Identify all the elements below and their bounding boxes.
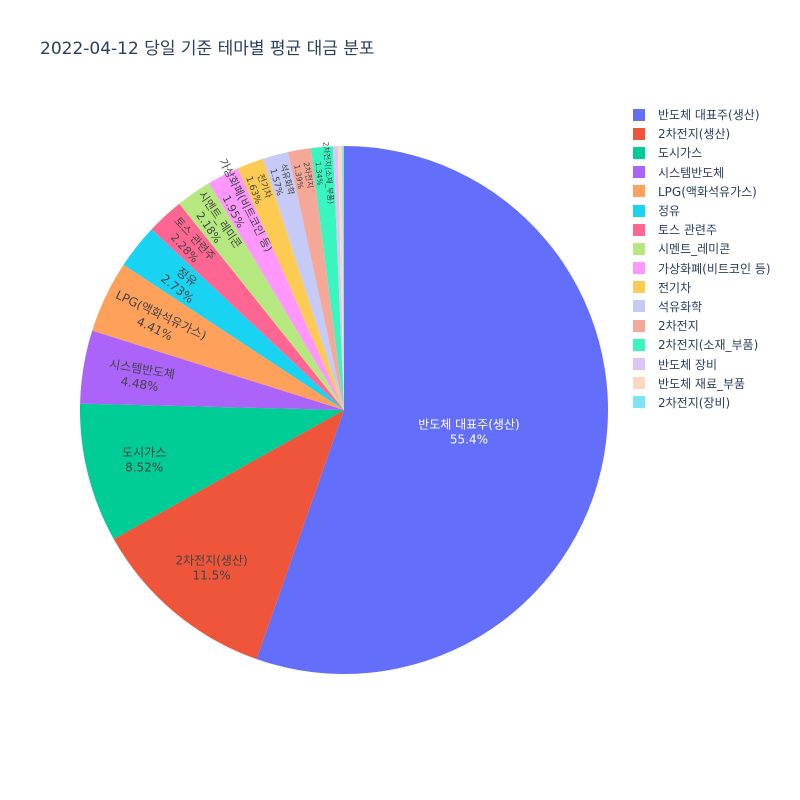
- legend-swatch-15: [633, 396, 645, 409]
- legend-label-9: 전기차: [658, 280, 692, 295]
- legend-item-3[interactable]: 시스템반도체: [630, 163, 771, 182]
- slice-label-0: 반도체 대표주(생산)55.4%: [418, 417, 520, 446]
- legend-item-10[interactable]: 석유화학: [630, 297, 771, 316]
- legend-label-7: 시멘트_레미콘: [658, 242, 731, 257]
- slice-label-value-2: 8.52%: [125, 461, 163, 475]
- legend-item-13[interactable]: 반도체 장비: [630, 354, 771, 373]
- legend-swatch-5: [633, 204, 645, 217]
- legend-label-2: 도시가스: [658, 146, 703, 161]
- legend-swatch-2: [633, 146, 645, 159]
- pie-slice-1[interactable]: [113, 410, 345, 660]
- legend-label-5: 정유: [658, 204, 681, 219]
- legend-item-14[interactable]: 반도체 재료_부품: [630, 374, 771, 393]
- pie-slice-5[interactable]: [123, 229, 344, 410]
- slice-label-name-2: 도시가스: [122, 446, 166, 460]
- pie-slice-14[interactable]: [337, 146, 344, 410]
- legend-swatch-9: [633, 281, 645, 294]
- slice-label-value-11: 1.39%: [292, 164, 305, 190]
- slice-label-value-3: 4.48%: [120, 374, 160, 394]
- legend-item-5[interactable]: 정유: [630, 201, 771, 220]
- legend-item-2[interactable]: 도시가스: [630, 143, 771, 162]
- pie-slice-3[interactable]: [80, 330, 344, 410]
- legend-swatch-14: [633, 377, 645, 390]
- legend-item-6[interactable]: 토스 관련주: [630, 220, 771, 239]
- slice-label-value-0: 55.4%: [450, 432, 488, 446]
- slice-label-1: 2차전지(생산)11.5%: [175, 554, 247, 583]
- pie-slice-4[interactable]: [92, 264, 344, 410]
- legend-item-11[interactable]: 2차전지: [630, 316, 771, 335]
- pie-slice-6[interactable]: [151, 203, 344, 410]
- legend-swatch-3: [633, 166, 645, 179]
- legend-item-9[interactable]: 전기차: [630, 278, 771, 297]
- pie-slice-13[interactable]: [332, 146, 344, 410]
- legend-label-12: 2차전지(소재_부품): [658, 338, 759, 353]
- legend-swatch-8: [633, 262, 645, 275]
- pie-slice-10[interactable]: [262, 151, 344, 410]
- pie-slice-9[interactable]: [237, 158, 344, 410]
- legend-label-4: LPG(액화석유가스): [658, 184, 757, 199]
- pie-slice-0[interactable]: [256, 146, 608, 674]
- legend-swatch-4: [633, 185, 645, 198]
- slice-label-name-0: 반도체 대표주(생산): [418, 417, 520, 431]
- legend-label-6: 토스 관련주: [658, 223, 718, 238]
- pie-slice-7[interactable]: [179, 183, 344, 410]
- slice-label-name-11: 2차전지: [302, 161, 316, 189]
- pie-slice-11[interactable]: [288, 148, 344, 410]
- legend-swatch-13: [633, 358, 645, 371]
- legend-label-10: 석유화학: [658, 299, 703, 314]
- legend-swatch-11: [633, 319, 645, 332]
- pie-slice-8[interactable]: [208, 168, 344, 410]
- slice-label-value-12: 1.34%: [314, 161, 325, 185]
- legend-label-0: 반도체 대표주(생산): [658, 108, 760, 123]
- legend-swatch-0: [633, 108, 645, 121]
- pie-slice-2[interactable]: [79, 403, 344, 540]
- legend-swatch-1: [633, 127, 645, 140]
- slice-label-name-1: 2차전지(생산): [175, 554, 247, 568]
- legend-item-12[interactable]: 2차전지(소재_부품): [630, 335, 771, 354]
- legend-item-4[interactable]: LPG(액화석유가스): [630, 182, 771, 201]
- legend-label-14: 반도체 재료_부품: [658, 376, 746, 391]
- legend-label-3: 시스템반도체: [658, 165, 725, 180]
- legend-item-8[interactable]: 가상화폐(비트코인 등): [630, 259, 771, 278]
- legend-item-7[interactable]: 시멘트_레미콘: [630, 239, 771, 258]
- pie-slice-12[interactable]: [310, 146, 344, 411]
- legend-item-1[interactable]: 2차전지(생산): [630, 124, 771, 143]
- legend-item-0[interactable]: 반도체 대표주(생산): [630, 105, 771, 124]
- pie-slice-15[interactable]: [342, 146, 344, 410]
- slice-label-value-1: 11.5%: [192, 569, 230, 583]
- legend-label-8: 가상화폐(비트코인 등): [658, 261, 771, 276]
- legend-swatch-10: [633, 300, 645, 313]
- legend-label-1: 2차전지(생산): [658, 127, 731, 142]
- chart-title: 2022-04-12 당일 기준 테마별 평균 대금 분포: [40, 39, 375, 59]
- legend-item-15[interactable]: 2차전지(장비): [630, 393, 771, 412]
- legend-swatch-7: [633, 242, 645, 255]
- legend-label-13: 반도체 장비: [658, 357, 718, 372]
- legend-swatch-12: [633, 338, 645, 351]
- legend-swatch-6: [633, 223, 645, 236]
- legend-label-15: 2차전지(장비): [658, 395, 731, 410]
- legend-label-11: 2차전지: [658, 319, 699, 334]
